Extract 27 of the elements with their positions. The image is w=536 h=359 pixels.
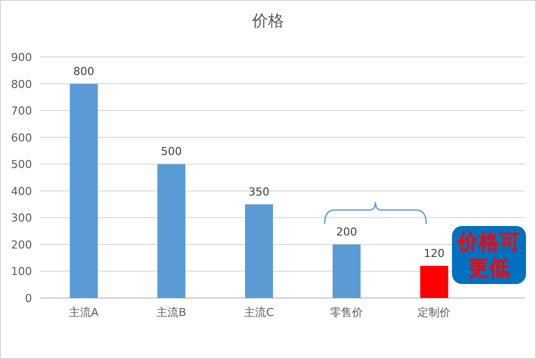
x-tick-label: 定制价 bbox=[418, 306, 451, 319]
y-tick-label: 800 bbox=[11, 78, 32, 91]
y-tick-label: 200 bbox=[11, 238, 32, 252]
data-label: 120 bbox=[424, 246, 445, 260]
x-tick-label: 主流B bbox=[156, 306, 186, 319]
y-tick-label: 100 bbox=[11, 265, 32, 278]
bar bbox=[245, 204, 273, 298]
data-label: 200 bbox=[336, 225, 358, 238]
x-tick-label: 主流A bbox=[69, 306, 100, 319]
y-tick-label: 300 bbox=[11, 212, 32, 225]
y-tick-label: 500 bbox=[11, 158, 32, 172]
bar bbox=[332, 244, 361, 298]
y-tick-label: 600 bbox=[11, 131, 32, 144]
data-label: 500 bbox=[160, 145, 182, 158]
x-tick-label: 主流C bbox=[244, 306, 274, 319]
y-tick-label: 900 bbox=[11, 51, 32, 64]
bar bbox=[420, 266, 448, 298]
chart-title: 价格 bbox=[251, 11, 284, 30]
bar bbox=[157, 164, 186, 298]
y-tick-label: 700 bbox=[11, 104, 32, 118]
x-tick-label: 零售价 bbox=[330, 306, 364, 319]
y-tick-label: 400 bbox=[11, 184, 32, 198]
data-label: 350 bbox=[248, 185, 270, 198]
annotation: 价格可更低 bbox=[452, 226, 526, 284]
y-tick-label: 0 bbox=[25, 292, 32, 305]
bar bbox=[70, 84, 98, 298]
data-label: 800 bbox=[73, 64, 94, 78]
